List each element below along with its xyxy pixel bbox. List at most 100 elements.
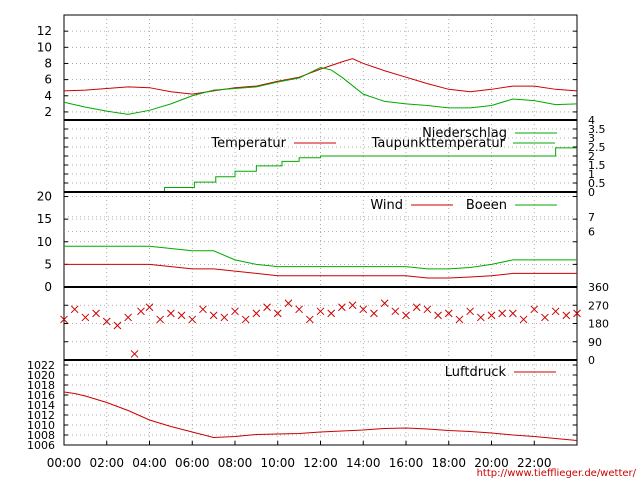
wind-direction-point	[444, 309, 453, 318]
pressure-ytick-label: 1008	[27, 429, 55, 442]
wind-direction-point	[530, 305, 539, 314]
temperature-series-line	[63, 66, 578, 115]
wind-direction-point	[124, 313, 132, 322]
precipitation-ytick-label: 2	[588, 150, 595, 163]
pressure-ytick-label: 1018	[27, 379, 55, 392]
wind-beaufort-label: 7	[588, 211, 595, 224]
x-tick-label: 04:00	[132, 456, 167, 470]
wind-series-line	[64, 263, 577, 279]
wind-direction-point	[145, 303, 154, 312]
pressure-ytick-label: 1006	[27, 439, 55, 452]
wind-ytick-label: 15	[37, 212, 52, 226]
wind-direction-ytick-label: 90	[588, 336, 602, 349]
wind-direction-ytick-label: 0	[588, 354, 595, 367]
wind-direction-panel: 0 90 180 270 360	[60, 281, 609, 367]
wind-direction-point	[252, 309, 261, 318]
pressure-ytick-label: 1010	[27, 419, 55, 432]
pressure-ytick-label: 1016	[27, 389, 55, 402]
wind-direction-point	[316, 307, 325, 316]
x-tick-label: 20:00	[474, 456, 509, 470]
precipitation-ytick-label: 3	[588, 132, 595, 145]
wind-direction-point	[284, 299, 293, 308]
pressure-ytick-label: 1022	[27, 359, 55, 372]
wind-legend-label: Wind	[370, 198, 403, 213]
x-tick-label: 08:00	[218, 456, 253, 470]
x-tick-label: 12:00	[303, 456, 338, 470]
wind-direction-point	[412, 303, 421, 312]
wind-series-line	[64, 245, 577, 270]
wind-direction-point	[188, 315, 197, 324]
x-tick-label: 06:00	[175, 456, 210, 470]
temperature-ytick-label: 8	[44, 56, 52, 70]
wind-direction-ytick-label: 180	[588, 318, 609, 331]
wind-direction-point	[295, 305, 303, 314]
wind-direction-point	[370, 309, 378, 318]
wind-direction-point	[455, 315, 464, 324]
wind-direction-point	[509, 309, 517, 318]
wind-direction-ytick-label: 270	[588, 299, 609, 312]
pressure-series-line	[63, 391, 578, 441]
wind-direction-point	[562, 311, 571, 320]
wind-direction-point	[273, 309, 282, 318]
wind-direction-point	[81, 313, 90, 322]
pressure-ytick-label: 1012	[27, 409, 55, 422]
wind-direction-point	[263, 303, 271, 312]
wind-direction-point	[177, 311, 186, 320]
temperature-ytick-label: 12	[37, 24, 52, 38]
precipitation-series-line	[64, 147, 577, 193]
wind-direction-point	[92, 309, 100, 318]
wind-direction-point	[348, 301, 357, 310]
wind-ytick-label: 0	[44, 280, 52, 294]
wind-direction-point	[137, 307, 145, 316]
wind-direction-point	[130, 350, 139, 358]
wind-beaufort-label: 6	[588, 225, 595, 238]
x-tick-label: 18:00	[431, 456, 466, 470]
wind-direction-point	[359, 305, 368, 314]
wind-direction-ytick-label: 360	[588, 281, 609, 294]
wind-direction-point	[476, 313, 485, 322]
wind-direction-point	[402, 311, 410, 320]
wind-ytick-label: 10	[37, 235, 52, 249]
wind-direction-point	[241, 315, 250, 324]
x-tick-label: 22:00	[517, 456, 552, 470]
precipitation-legend-label: Niederschlag	[422, 126, 507, 141]
wind-direction-point	[156, 315, 165, 324]
wind-direction-point	[423, 305, 432, 314]
pressure-ytick-label: 1020	[27, 369, 55, 382]
wind-direction-point	[551, 307, 560, 316]
wind-direction-point	[305, 315, 314, 324]
wind-direction-point	[541, 313, 549, 322]
precipitation-ytick-label: 1	[588, 168, 595, 181]
precipitation-ytick-label: 3.5	[588, 123, 606, 136]
wind-direction-point	[487, 311, 496, 320]
precipitation-ytick-label: 4	[588, 114, 595, 127]
x-tick-label: 10:00	[260, 456, 295, 470]
wind-ytick-label: 5	[44, 257, 52, 271]
pressure-ytick-label: 1014	[27, 399, 55, 412]
temperature-ytick-label: 6	[44, 73, 52, 87]
x-tick-label: 02:00	[89, 456, 124, 470]
precipitation-panel: 00.511.522.533.54 Niederschlag	[63, 114, 606, 199]
wind-direction-point	[327, 309, 336, 318]
wind-direction-point	[102, 317, 111, 326]
pressure-legend-label: Luftdruck	[445, 365, 507, 380]
temperature-ytick-label: 4	[44, 89, 52, 103]
temperature-series-line	[63, 58, 578, 95]
precipitation-ytick-label: 0.5	[588, 177, 606, 190]
wind-direction-point	[220, 313, 229, 322]
wind-direction-point	[380, 299, 389, 308]
wind-direction-point	[199, 305, 207, 314]
wind-direction-point	[391, 307, 400, 316]
wind-ytick-label: 20	[37, 190, 52, 204]
wind-direction-point	[434, 311, 442, 320]
precipitation-ytick-label: 1.5	[588, 159, 606, 172]
x-tick-label: 00:00	[47, 456, 82, 470]
temperature-ytick-label: 2	[44, 105, 52, 119]
x-tick-label: 16:00	[389, 456, 424, 470]
credit-link[interactable]: http://www.tiefflieger.de/wetter/	[477, 468, 637, 479]
wind-legend-label: Boeen	[466, 198, 507, 213]
wind-direction-point	[338, 303, 346, 312]
wind-direction-point	[466, 307, 474, 316]
